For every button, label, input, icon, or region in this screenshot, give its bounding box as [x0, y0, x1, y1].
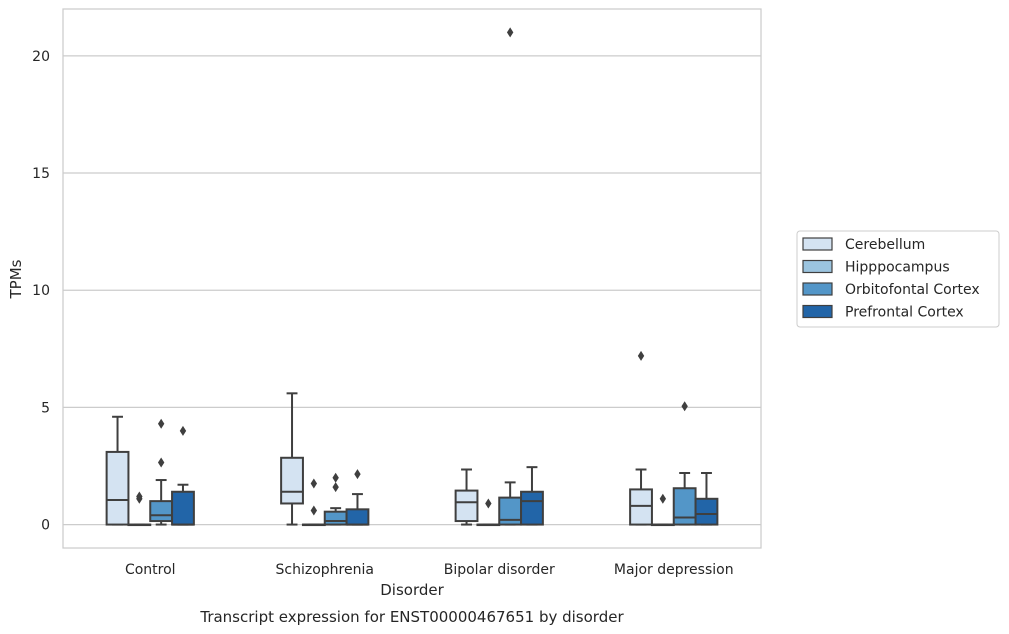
legend-swatch — [802, 282, 833, 296]
box-1-0 — [280, 392, 304, 526]
outlier-point — [157, 418, 165, 429]
legend-label: Cerebellum — [845, 237, 925, 253]
box-1-3 — [345, 469, 370, 526]
outlier-point — [179, 425, 187, 436]
x-tick-label: Bipolar disorder — [444, 562, 555, 578]
y-tick-label: 15 — [32, 166, 50, 182]
outlier-point — [332, 482, 339, 493]
box-3-0 — [629, 350, 653, 526]
box-body — [454, 489, 479, 523]
legend-label: Orbitofontal Cortex — [845, 282, 980, 298]
legend-swatch — [802, 304, 833, 319]
box-1-1 — [301, 478, 326, 527]
box-0-1 — [127, 491, 152, 527]
x-axis-label: Disorder — [380, 581, 444, 599]
legend-label: Hipppocampus — [845, 260, 950, 276]
outlier-point — [506, 27, 514, 38]
x-tick-label: Major depression — [614, 562, 734, 578]
box-1-2 — [323, 472, 348, 526]
legend-label: Prefrontal Cortex — [845, 305, 964, 321]
outlier-point — [157, 457, 165, 468]
y-axis-label: TPMs — [7, 259, 25, 299]
legend-swatch — [802, 259, 833, 274]
box-2-2 — [498, 27, 523, 526]
box-0-0 — [105, 415, 130, 526]
x-tick-label: Control — [125, 562, 176, 578]
outlier-point — [637, 350, 645, 361]
outlier-point — [485, 498, 492, 509]
box-body — [672, 487, 697, 526]
outlier-point — [332, 472, 339, 483]
y-axis-ticks: 0 5 10 15 20 — [32, 49, 50, 534]
y-tick-label: 5 — [41, 400, 50, 416]
outlier-point — [354, 469, 361, 480]
x-axis-ticks: Control Schizophrenia Bipolar disorder Majo… — [125, 562, 734, 578]
box-body — [520, 490, 544, 526]
y-tick-label: 10 — [32, 283, 50, 299]
box-2-0 — [454, 468, 479, 526]
box-2-1 — [476, 498, 501, 527]
legend-frame — [796, 230, 1000, 328]
box-0-3 — [171, 425, 195, 526]
box-body — [323, 510, 348, 526]
outlier-point — [310, 505, 318, 516]
box-body — [280, 456, 304, 505]
box-2-3 — [520, 466, 544, 526]
outlier-point — [659, 493, 667, 504]
outlier-point — [681, 401, 688, 412]
box-0-2 — [149, 418, 174, 526]
box-body — [149, 500, 174, 523]
y-tick-label: 0 — [41, 518, 50, 534]
outlier-point — [136, 491, 143, 502]
chart-title: Transcript expression for ENST0000046765… — [199, 608, 624, 626]
box-3-3 — [694, 472, 719, 526]
box-body — [629, 488, 653, 526]
box-body — [694, 497, 719, 526]
box-body — [345, 508, 370, 526]
outlier-point — [310, 478, 318, 489]
plot-area — [62, 8, 762, 549]
legend-swatch — [802, 237, 833, 251]
box-body — [105, 450, 130, 526]
box-3-1 — [650, 493, 675, 527]
x-tick-label: Schizophrenia — [276, 562, 374, 578]
grid-lines — [63, 55, 761, 526]
box-3-2 — [672, 401, 697, 526]
legend: Cerebellum Hipppocampus Orbitofontal Corte… — [796, 230, 1000, 328]
box-body — [171, 490, 195, 526]
boxes — [105, 27, 719, 527]
y-tick-label: 20 — [32, 49, 50, 65]
